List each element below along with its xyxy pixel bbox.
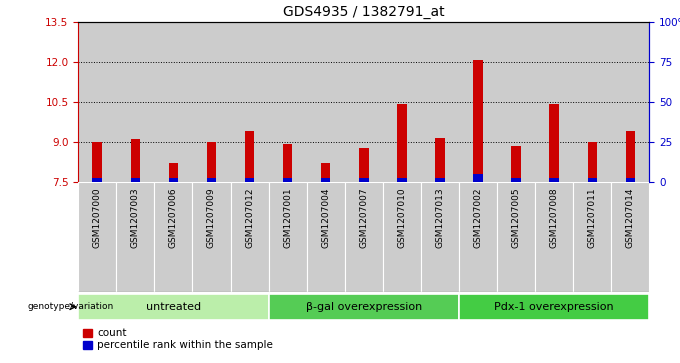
Bar xyxy=(611,22,649,182)
Bar xyxy=(497,182,535,292)
Text: GSM1207009: GSM1207009 xyxy=(207,187,216,248)
Bar xyxy=(154,182,192,292)
Bar xyxy=(459,182,497,292)
Bar xyxy=(269,294,459,320)
Text: GSM1207003: GSM1207003 xyxy=(131,187,140,248)
Text: genotype/variation: genotype/variation xyxy=(27,302,114,311)
Bar xyxy=(535,22,573,182)
Bar xyxy=(131,178,140,182)
Bar xyxy=(207,142,216,182)
Text: GSM1207000: GSM1207000 xyxy=(92,187,102,248)
Text: β-gal overexpression: β-gal overexpression xyxy=(306,302,422,312)
Bar xyxy=(78,22,116,182)
Bar xyxy=(321,163,330,182)
Text: GSM1207013: GSM1207013 xyxy=(435,187,445,248)
Bar xyxy=(192,182,231,292)
Bar xyxy=(573,182,611,292)
Bar xyxy=(345,182,383,292)
Bar xyxy=(473,174,483,182)
Bar xyxy=(359,178,369,182)
Legend: count, percentile rank within the sample: count, percentile rank within the sample xyxy=(84,328,273,350)
Bar xyxy=(626,178,635,182)
Bar xyxy=(573,22,611,182)
Bar xyxy=(192,22,231,182)
Text: GSM1207001: GSM1207001 xyxy=(283,187,292,248)
Text: Pdx-1 overexpression: Pdx-1 overexpression xyxy=(494,302,614,312)
Bar xyxy=(511,146,521,182)
Bar xyxy=(131,139,140,182)
Bar xyxy=(383,22,421,182)
Bar xyxy=(359,148,369,182)
Bar xyxy=(397,104,407,182)
Bar xyxy=(397,178,407,182)
Text: GSM1207010: GSM1207010 xyxy=(397,187,407,248)
Bar xyxy=(245,178,254,182)
Bar xyxy=(497,22,535,182)
Bar xyxy=(231,22,269,182)
Bar xyxy=(611,182,649,292)
Text: GSM1207007: GSM1207007 xyxy=(359,187,369,248)
Text: GSM1207011: GSM1207011 xyxy=(588,187,597,248)
Bar xyxy=(116,182,154,292)
Bar xyxy=(231,182,269,292)
Bar xyxy=(435,178,445,182)
Bar xyxy=(92,142,102,182)
Bar xyxy=(383,182,421,292)
Bar xyxy=(421,182,459,292)
Text: GSM1207002: GSM1207002 xyxy=(473,187,483,248)
Bar xyxy=(283,144,292,182)
Text: GSM1207008: GSM1207008 xyxy=(549,187,559,248)
Bar xyxy=(207,178,216,182)
Text: untreated: untreated xyxy=(146,302,201,312)
Bar xyxy=(78,182,116,292)
Bar xyxy=(307,22,345,182)
Title: GDS4935 / 1382791_at: GDS4935 / 1382791_at xyxy=(283,5,445,19)
Bar xyxy=(307,182,345,292)
Bar xyxy=(626,131,635,182)
Bar xyxy=(588,142,597,182)
Text: GSM1207014: GSM1207014 xyxy=(626,187,635,248)
Bar xyxy=(459,22,497,182)
Text: GSM1207004: GSM1207004 xyxy=(321,187,330,248)
Bar xyxy=(92,178,102,182)
Text: GSM1207012: GSM1207012 xyxy=(245,187,254,248)
Bar xyxy=(283,178,292,182)
Text: GSM1207005: GSM1207005 xyxy=(511,187,521,248)
Bar xyxy=(549,104,559,182)
Bar xyxy=(169,163,178,182)
Bar xyxy=(345,22,383,182)
Bar xyxy=(116,22,154,182)
Bar xyxy=(459,294,649,320)
Bar xyxy=(154,22,192,182)
Bar xyxy=(435,138,445,182)
Bar xyxy=(511,178,521,182)
Bar xyxy=(588,178,597,182)
Bar xyxy=(169,178,178,182)
Bar xyxy=(549,178,559,182)
Bar xyxy=(78,294,269,320)
Bar xyxy=(321,178,330,182)
Bar xyxy=(269,22,307,182)
Bar xyxy=(473,60,483,182)
Bar xyxy=(421,22,459,182)
Bar xyxy=(535,182,573,292)
Bar xyxy=(269,182,307,292)
Text: GSM1207006: GSM1207006 xyxy=(169,187,178,248)
Bar xyxy=(245,131,254,182)
